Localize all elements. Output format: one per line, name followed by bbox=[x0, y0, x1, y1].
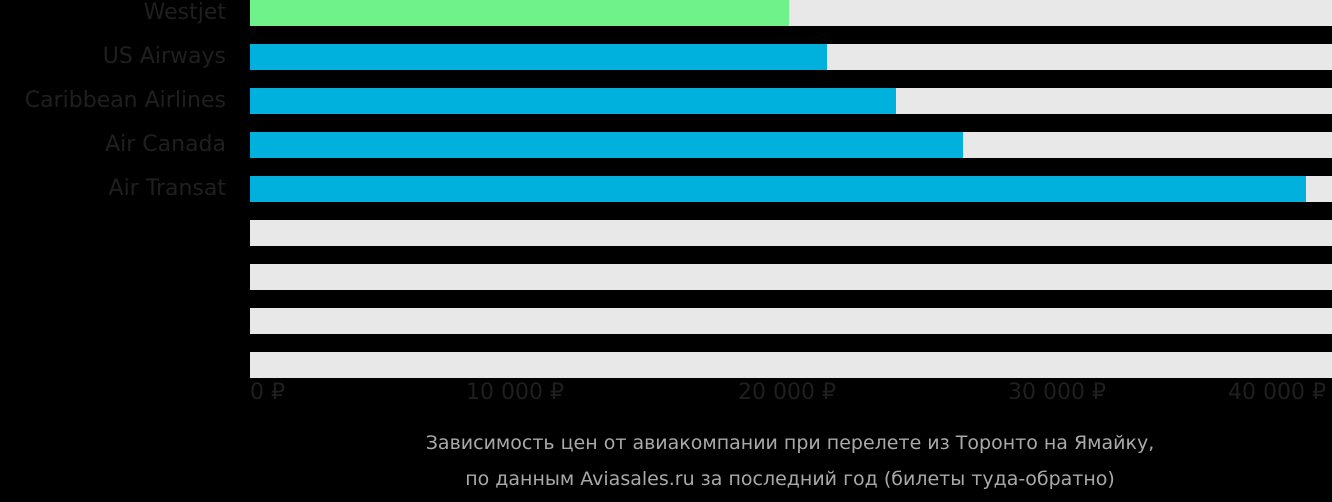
bar-track bbox=[250, 352, 1332, 378]
price-bar bbox=[250, 44, 827, 70]
bar-track bbox=[250, 220, 1332, 246]
x-tick-label: 30 000 ₽ bbox=[1008, 380, 1106, 405]
x-tick-label: 10 000 ₽ bbox=[466, 380, 564, 405]
chart-row bbox=[0, 264, 1332, 290]
chart-caption-line-1: Зависимость цен от авиакомпании при пере… bbox=[425, 432, 1155, 454]
price-bar bbox=[250, 132, 964, 158]
bar-track bbox=[250, 132, 1332, 158]
airline-label: Air Canada bbox=[105, 132, 226, 157]
price-bar bbox=[250, 0, 789, 26]
bar-track bbox=[250, 0, 1332, 26]
chart-caption-line-2: по данным Aviasales.ru за последний год … bbox=[465, 468, 1115, 490]
x-tick-label: 20 000 ₽ bbox=[738, 380, 836, 405]
x-tick-label: 40 000 ₽ bbox=[1228, 380, 1326, 405]
airline-label: Air Transat bbox=[108, 176, 226, 201]
airline-label: Caribbean Airlines bbox=[24, 88, 226, 113]
chart-row: Air Canada bbox=[0, 132, 1332, 158]
bar-track bbox=[250, 176, 1332, 202]
chart-row bbox=[0, 220, 1332, 246]
chart-row: Westjet bbox=[0, 0, 1332, 26]
bar-track bbox=[250, 88, 1332, 114]
x-tick-label: 0 ₽ bbox=[250, 380, 285, 405]
bar-track bbox=[250, 308, 1332, 334]
chart-row bbox=[0, 352, 1332, 378]
chart-row: Air Transat bbox=[0, 176, 1332, 202]
chart-row bbox=[0, 308, 1332, 334]
price-bar bbox=[250, 176, 1307, 202]
bar-track bbox=[250, 264, 1332, 290]
price-bar bbox=[250, 88, 896, 114]
airline-label: US Airways bbox=[102, 44, 226, 69]
chart-row: US Airways bbox=[0, 44, 1332, 70]
bar-track bbox=[250, 44, 1332, 70]
chart-row: Caribbean Airlines bbox=[0, 88, 1332, 114]
airline-label: Westjet bbox=[143, 0, 226, 25]
